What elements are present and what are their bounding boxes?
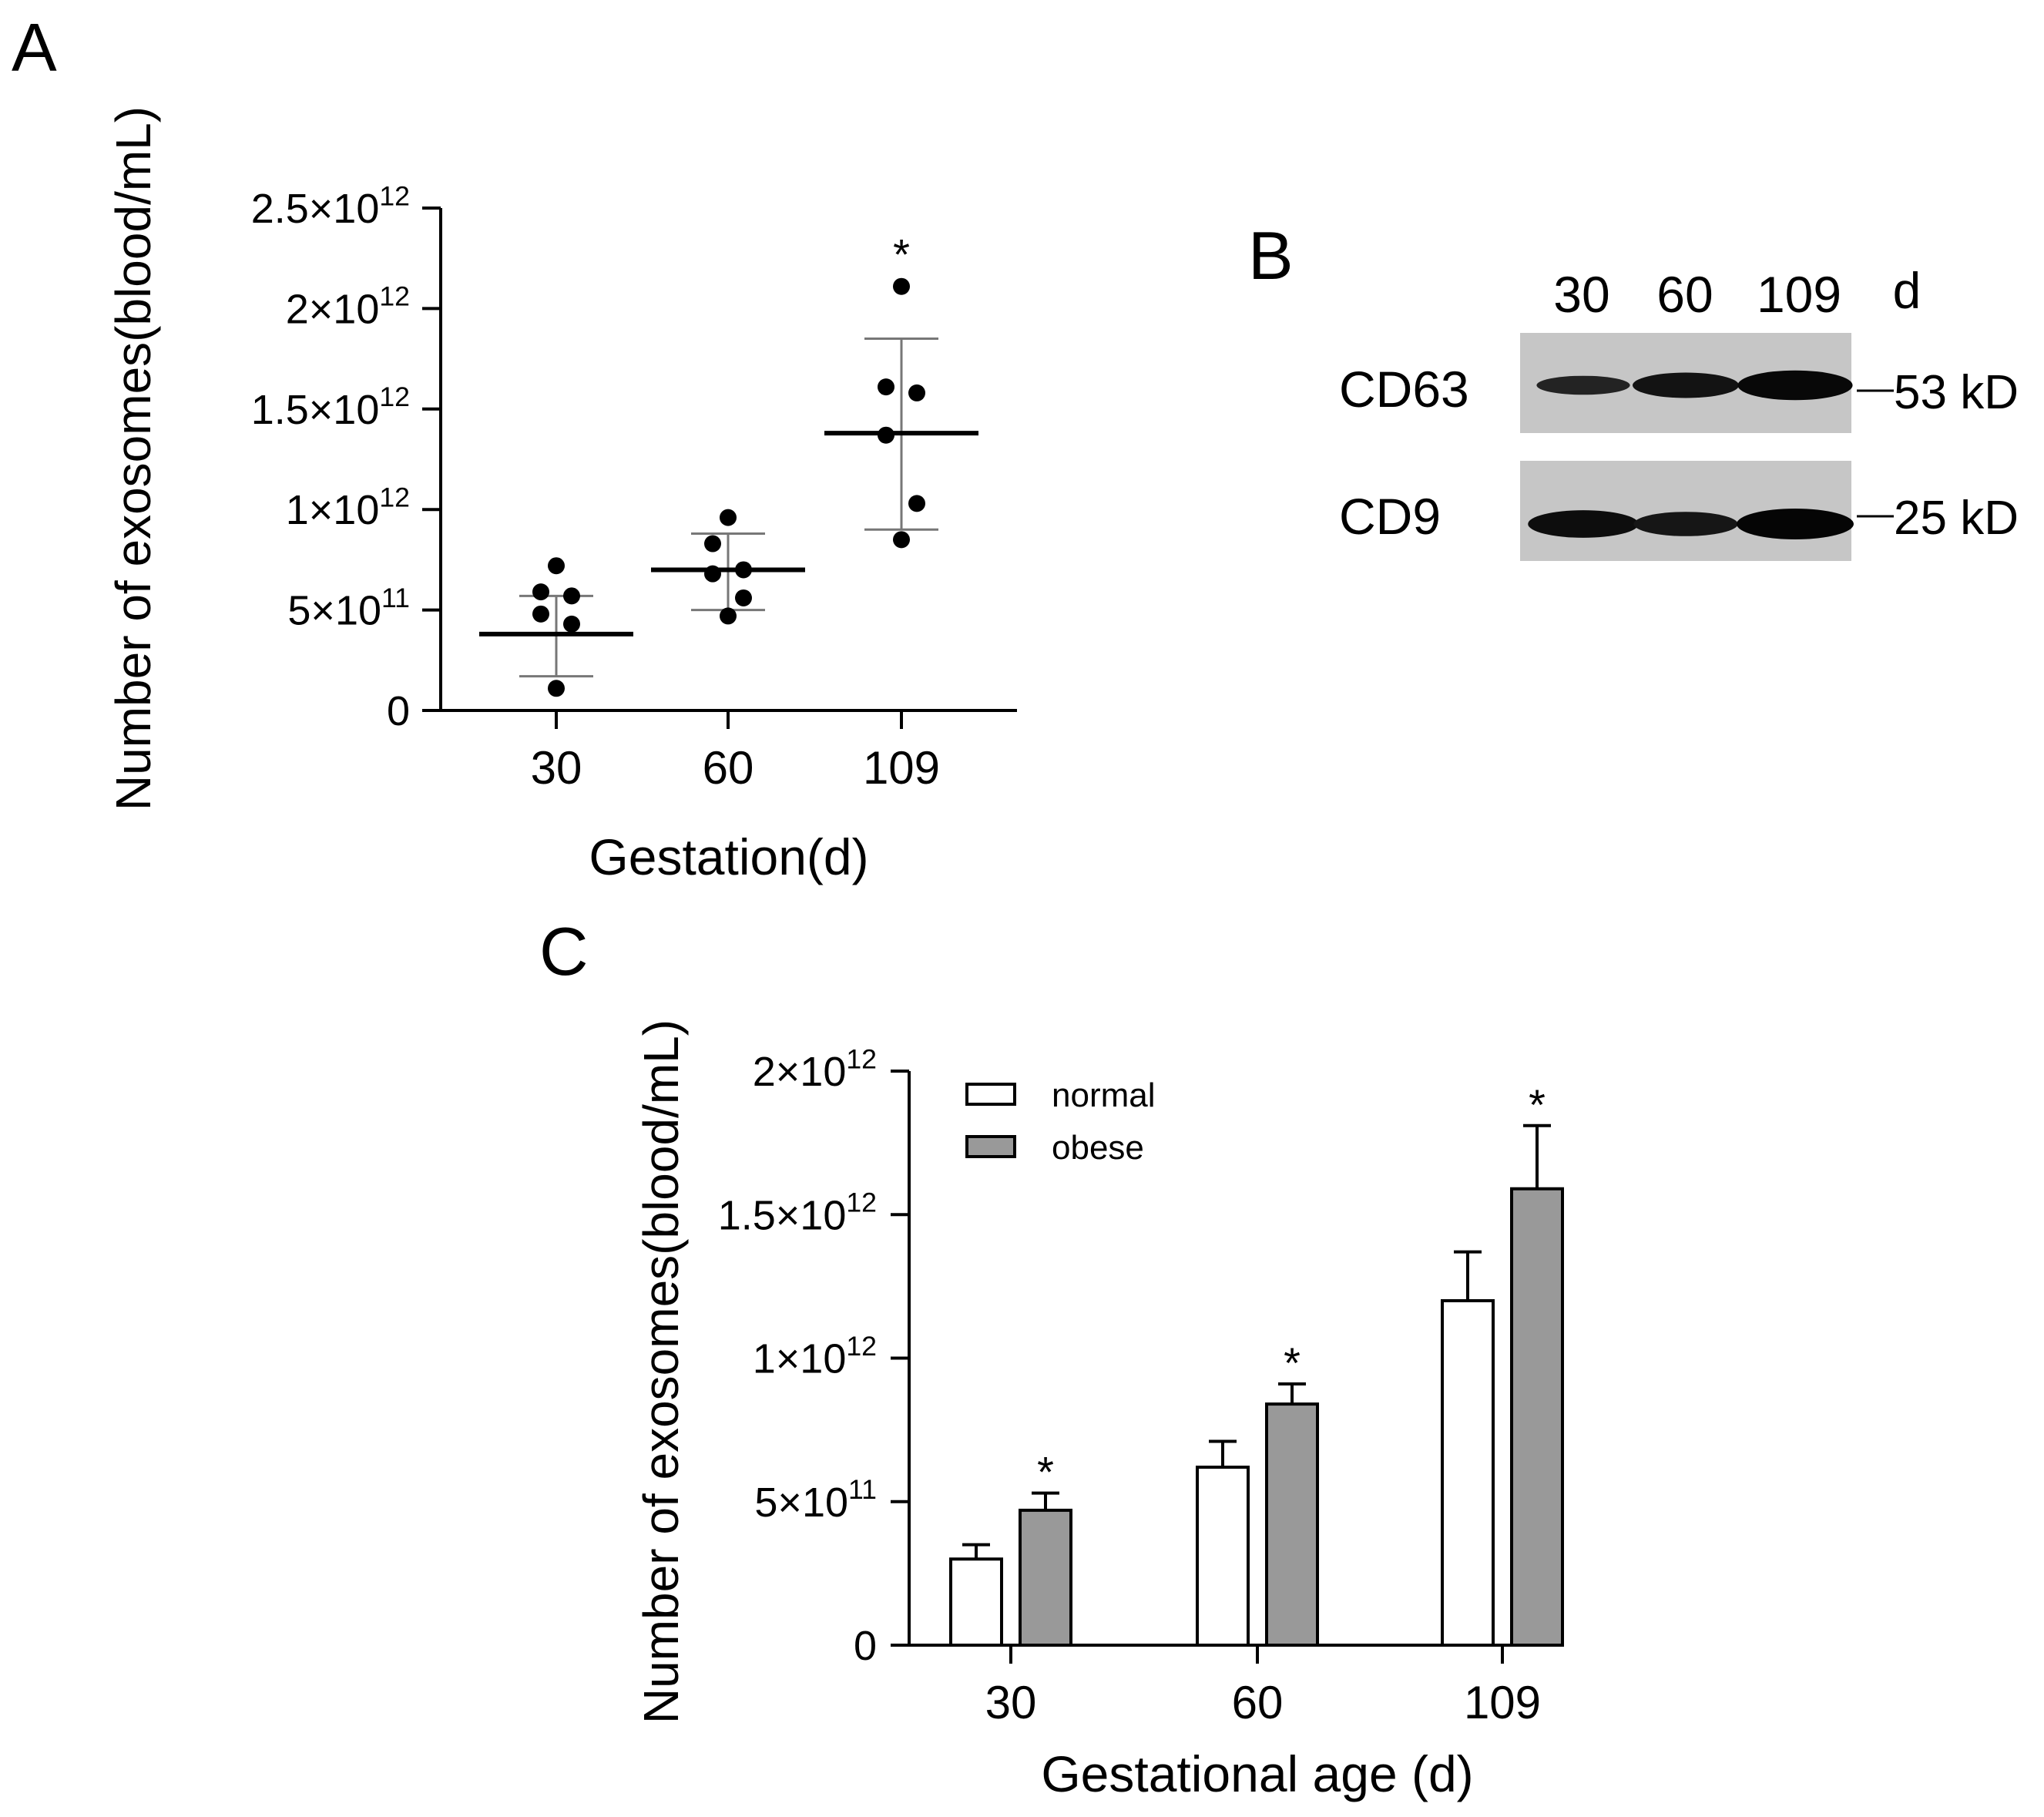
panel-c-y-ticks: 0 5×1011 1×1012 1.5×1012 2×1012: [718, 1043, 909, 1669]
panel-a-data-point: [563, 615, 580, 633]
legend-label-obese: obese: [1052, 1129, 1144, 1167]
panel-a-significance: *: [893, 230, 910, 279]
panel-a-data-point: [908, 495, 925, 512]
panel-a-data-point: [720, 607, 737, 625]
panel-a-x-tick-label: 30: [531, 742, 582, 794]
panel-c-bar-normal: [949, 1557, 1003, 1647]
panel-a-data-point: [532, 605, 549, 623]
panel-a-y-label: Number of exosomes(blood/mL): [106, 106, 161, 811]
legend-swatch-normal: [965, 1083, 1016, 1106]
panel-a-significance-star: *: [893, 230, 910, 279]
panel-a-x-tick-label: 109: [863, 742, 940, 794]
panel-a-data-point: [704, 535, 721, 552]
panel-c-x-ticks: 30 60 109: [985, 1645, 1541, 1728]
panel-c-y-tick-label: 1×1012: [753, 1331, 877, 1382]
panel-a-data-point: [548, 557, 565, 575]
blot-label-cd63: CD63: [1339, 361, 1469, 418]
blot-lane-30: 30: [1553, 266, 1609, 323]
blot-bands: [1528, 370, 1854, 539]
blot-lane-unit: d: [1893, 262, 1921, 319]
panel-c-x-tick-label: 109: [1464, 1677, 1541, 1728]
panel-a-x-tick-label: 60: [703, 742, 754, 794]
panel-a-data-point: [548, 680, 565, 697]
panel-c-y-tick-label: 2×1012: [753, 1043, 877, 1095]
panel-c-bar-normal: [1196, 1466, 1250, 1647]
panel-c-label: C: [539, 913, 589, 989]
panel-c-y-tick-label: 5×1011: [754, 1474, 877, 1526]
panel-c-bar-obese: [1510, 1187, 1564, 1647]
panel-a-y-tick-label: 2×1012: [286, 281, 410, 333]
panel-a-y-tick-label: 2.5×1012: [251, 180, 410, 232]
panel-b-western-blot: 30 60 109 d CD63 CD9 53 kD 25 kD: [1339, 262, 2019, 561]
panel-a-x-ticks: 30 60 109: [531, 710, 940, 794]
panel-a-data-point: [893, 277, 910, 295]
panel-a-label: A: [12, 9, 57, 86]
panel-c-y-label: Number of exosomes(blood/mL): [633, 1019, 689, 1724]
blot-lane-60: 60: [1656, 266, 1713, 323]
panel-c-y-tick-label: 0: [854, 1623, 877, 1669]
blot-lane-109: 109: [1757, 266, 1841, 323]
panel-c-legend: normal obese: [965, 1076, 1156, 1167]
panel-a-data-point: [893, 531, 910, 549]
blot-band: [1633, 512, 1738, 536]
panel-c-significance-star: *: [1284, 1338, 1301, 1387]
panel-a-data-point: [532, 583, 549, 601]
panel-a-data-point: [735, 589, 752, 606]
blot-band: [1633, 372, 1739, 398]
panel-c-y-tick-label: 1.5×1012: [718, 1187, 877, 1239]
panel-a-y-tick-label: 0: [387, 688, 410, 734]
panel-a-data-point: [878, 426, 894, 444]
blot-band: [1737, 370, 1853, 401]
panel-a-y-tick-label: 5×1011: [287, 583, 410, 634]
panel-a-data-point: [720, 509, 737, 526]
panel-a-data-point: [878, 378, 894, 396]
panel-a-x-label: Gestation(d): [589, 828, 868, 885]
panel-c-bars: [949, 1187, 1564, 1647]
blot-size-cd9: 25 kD: [1894, 492, 2019, 545]
blot-band: [1536, 375, 1630, 395]
panel-a-points: [532, 277, 925, 697]
panel-a-data-point: [735, 561, 752, 579]
panel-a-y-tick-label: 1×1012: [286, 482, 410, 534]
panel-c-significance-star: *: [1529, 1080, 1546, 1129]
panel-c-error-bars: [962, 1123, 1551, 1560]
panel-c-bar-chart: 0 5×1011 1×1012 1.5×1012 2×1012 30 60 109 * ** …: [633, 1019, 1564, 1802]
panel-c-significance-star: *: [1037, 1448, 1054, 1496]
panel-c-bar-normal: [1441, 1299, 1495, 1647]
blot-size-cd63: 53 kD: [1894, 366, 2019, 419]
panel-c-bar-obese: [1265, 1402, 1319, 1647]
panel-c-x-tick-label: 60: [1232, 1677, 1284, 1728]
panel-c-bar-obese: [1019, 1508, 1072, 1647]
panel-a-mean-sd-bars: [479, 338, 978, 678]
blot-band: [1528, 510, 1639, 538]
legend-swatch-obese: [965, 1135, 1016, 1158]
panel-a-dot-plot: 0 5×1011 1×1012 1.5×1012 2×1012 2.5×1012 30 60…: [106, 106, 1017, 885]
panel-c-x-label: Gestational age (d): [1041, 1745, 1473, 1802]
panel-b-label: B: [1248, 217, 1294, 294]
panel-a-data-point: [563, 587, 580, 605]
blot-label-cd9: CD9: [1339, 488, 1441, 545]
panel-a-data-point: [704, 565, 721, 583]
panel-a-data-point: [908, 384, 925, 401]
blot-band: [1737, 509, 1854, 539]
panel-c-significance: * * *: [1037, 1080, 1546, 1496]
panel-c-x-tick-label: 30: [985, 1677, 1037, 1728]
panel-a-y-ticks: 0 5×1011 1×1012 1.5×1012 2×1012 2.5×1012: [251, 180, 441, 734]
panel-a-y-tick-label: 1.5×1012: [251, 381, 410, 433]
legend-label-normal: normal: [1052, 1076, 1156, 1114]
